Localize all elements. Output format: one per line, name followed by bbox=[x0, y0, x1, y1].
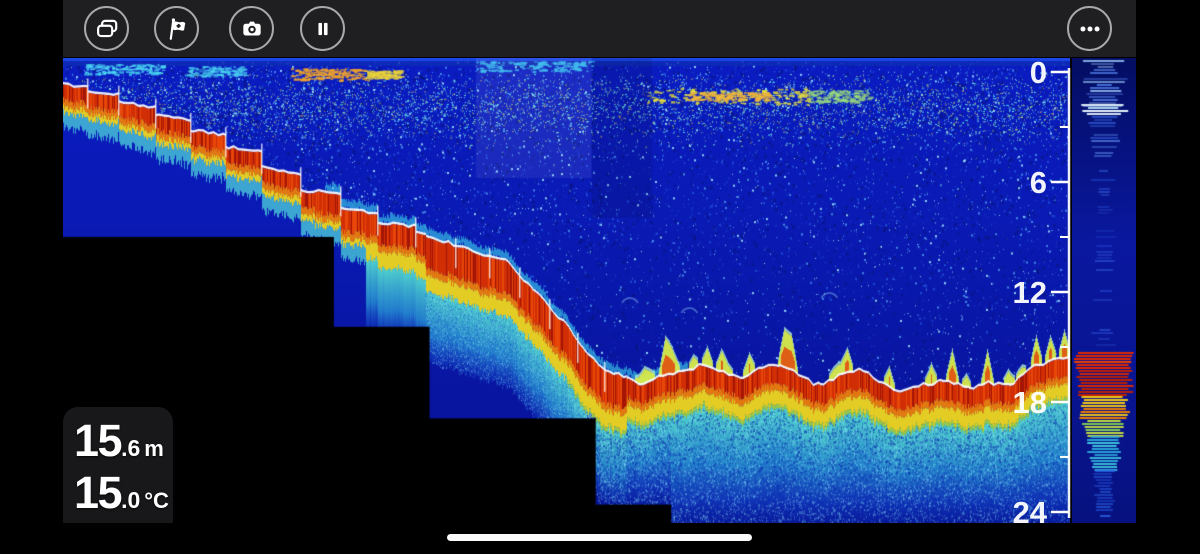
depth-decimal: .6 bbox=[121, 435, 141, 461]
split-screen-button[interactable] bbox=[84, 6, 129, 51]
ellipsis-icon bbox=[1079, 26, 1100, 31]
camera-button[interactable] bbox=[229, 6, 274, 51]
pause-icon bbox=[317, 22, 328, 35]
more-options-button[interactable] bbox=[1067, 6, 1112, 51]
toolbar bbox=[63, 0, 1136, 57]
pause-button[interactable] bbox=[300, 6, 345, 51]
add-flag-marker-button[interactable] bbox=[154, 6, 199, 51]
home-indicator[interactable] bbox=[447, 534, 752, 541]
temp-unit: °C bbox=[144, 488, 169, 513]
depth-temp-overlay: 15.6 m 15.0 °C bbox=[63, 407, 173, 523]
depth-readout: 15.6 m bbox=[74, 417, 173, 469]
camera-icon bbox=[242, 21, 261, 35]
temp-readout: 15.0 °C bbox=[74, 469, 173, 521]
temp-decimal: .0 bbox=[121, 487, 141, 513]
split-screen-icon bbox=[96, 19, 117, 37]
temp-value: 15 bbox=[74, 467, 123, 518]
sonar-echogram-view[interactable] bbox=[63, 58, 1070, 523]
depth-unit: m bbox=[144, 436, 164, 461]
flag-plus-icon bbox=[169, 17, 185, 40]
depth-value: 15 bbox=[74, 415, 123, 466]
flasher-column[interactable] bbox=[1072, 58, 1136, 523]
